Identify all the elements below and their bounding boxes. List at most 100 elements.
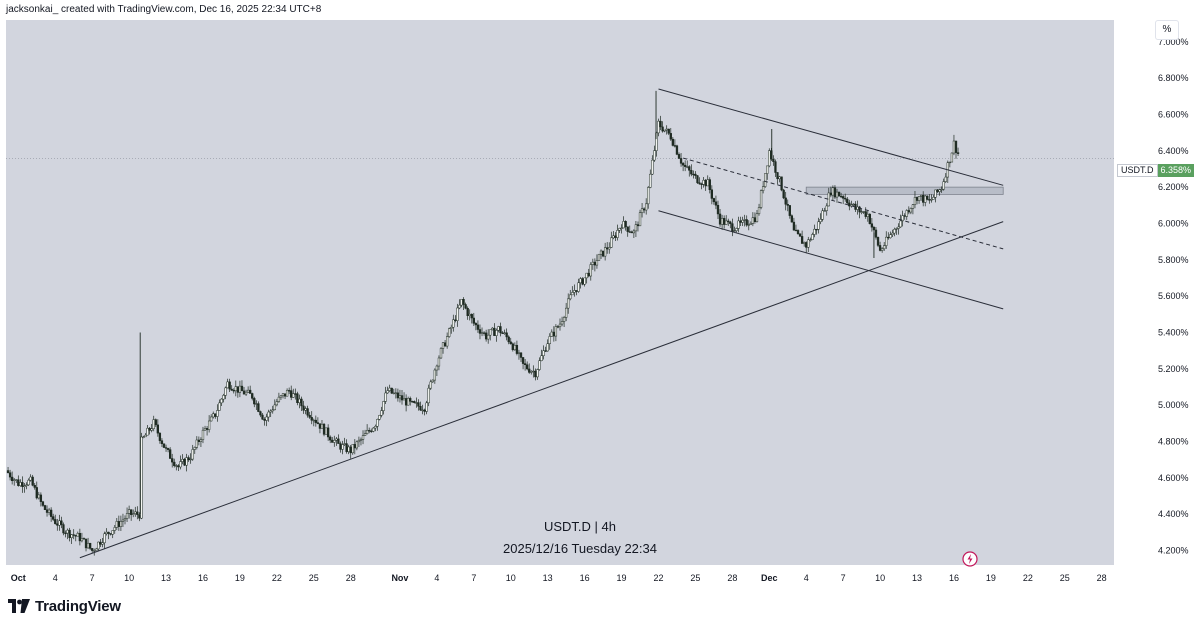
candle-body: [310, 417, 313, 421]
candle-body: [388, 387, 391, 391]
candle-body: [415, 402, 418, 404]
candle-body: [27, 479, 30, 486]
candle-body: [616, 230, 619, 238]
candle-body: [156, 424, 159, 434]
candle-body: [450, 326, 453, 329]
candle-body: [548, 336, 551, 344]
candle-body: [659, 120, 662, 128]
symbol-label: USDT.D: [1117, 164, 1158, 177]
last-price-tag: USDT.D 6.358%: [1117, 164, 1195, 177]
candle-body: [569, 294, 572, 300]
candle-body: [601, 250, 605, 257]
candle-body: [37, 494, 40, 499]
candle-body: [205, 428, 209, 430]
candle-body: [402, 398, 406, 401]
candle-body: [606, 247, 609, 250]
candle-body: [638, 212, 642, 227]
flash-icon[interactable]: [962, 551, 978, 567]
candle-body: [292, 393, 295, 398]
candle-body: [862, 211, 865, 213]
candle-body: [735, 228, 738, 231]
candle-body: [528, 368, 531, 373]
candle-body: [58, 520, 61, 526]
candle-body: [144, 434, 147, 438]
candle-body: [462, 299, 465, 305]
x-tick-label: Oct: [11, 573, 26, 583]
candle-body: [523, 363, 527, 365]
candle-body: [70, 534, 73, 538]
candle-body: [103, 533, 106, 544]
candles: [6, 115, 960, 556]
candle-body: [195, 439, 198, 448]
candle-body: [591, 261, 594, 265]
candle-body: [634, 224, 638, 232]
chart-caption: jacksonkai_ created with TradingView.com…: [6, 4, 322, 15]
candle-body: [942, 181, 945, 190]
candle-body: [673, 145, 677, 147]
candle-body: [503, 332, 506, 334]
x-tick-label: 10: [124, 573, 134, 583]
candle-body: [431, 379, 434, 383]
y-tick-label: 5.200%: [1158, 364, 1189, 374]
y-tick-label: 5.400%: [1158, 327, 1189, 337]
x-tick-label: 19: [617, 573, 627, 583]
tradingview-logo-icon: [8, 599, 30, 613]
candle-body: [788, 205, 791, 216]
candle-body: [6, 470, 10, 473]
candle-body: [534, 370, 537, 378]
candle-body: [238, 385, 242, 393]
candle-body: [764, 173, 767, 187]
candle-body: [739, 220, 742, 223]
candle-body: [72, 534, 75, 536]
candle-body: [345, 443, 348, 452]
x-tick-label: 13: [912, 573, 922, 583]
price-chart[interactable]: 7.000% 6.800% 6.600% 6.400% 6.200% 6.000% 5.80…: [6, 20, 1196, 588]
candle-body: [302, 405, 305, 411]
candle-body: [835, 191, 839, 198]
candle-body: [95, 548, 98, 551]
candle-body: [807, 239, 810, 248]
candle-body: [938, 189, 941, 192]
candle-body: [911, 204, 915, 209]
percent-scale-button[interactable]: %: [1155, 20, 1179, 40]
candle-body: [320, 423, 324, 429]
x-tick-label: Dec: [761, 573, 778, 583]
candle-body: [926, 195, 929, 200]
chart-area[interactable]: 7.000% 6.800% 6.600% 6.400% 6.200% 6.000% 5.80…: [6, 20, 1196, 588]
candle-body: [909, 208, 913, 213]
last-price-value: 6.358%: [1157, 164, 1195, 177]
candle-body: [60, 520, 63, 525]
candle-body: [805, 242, 808, 248]
candle-body: [56, 523, 59, 526]
x-tick-label: 22: [653, 573, 663, 583]
candle-body: [899, 220, 902, 228]
candle-body: [201, 429, 205, 440]
candle-body: [720, 218, 724, 225]
candle-body: [819, 219, 822, 223]
candle-body: [753, 217, 757, 222]
candle-body: [928, 199, 931, 201]
x-tick-label: 16: [198, 573, 208, 583]
candle-body: [538, 360, 541, 370]
candle-body: [782, 189, 785, 199]
candle-body: [509, 341, 512, 345]
candle-body: [948, 161, 952, 164]
candle-body: [427, 387, 430, 404]
candle-body: [823, 210, 826, 212]
candle-body: [917, 196, 921, 201]
candle-body: [798, 233, 802, 237]
candle-body: [84, 538, 88, 549]
candle-body: [49, 509, 53, 517]
candle-body: [671, 138, 675, 146]
candle-body: [474, 323, 478, 326]
candle-body: [729, 221, 732, 224]
candle-body: [560, 321, 564, 325]
candle-body: [251, 393, 254, 399]
candle-body: [76, 532, 79, 537]
candle-body: [864, 211, 867, 217]
tradingview-logo[interactable]: TradingView: [8, 596, 121, 616]
candle-body: [273, 404, 276, 411]
candle-body: [642, 208, 646, 211]
candle-body: [599, 250, 603, 255]
candle-body: [380, 410, 383, 416]
